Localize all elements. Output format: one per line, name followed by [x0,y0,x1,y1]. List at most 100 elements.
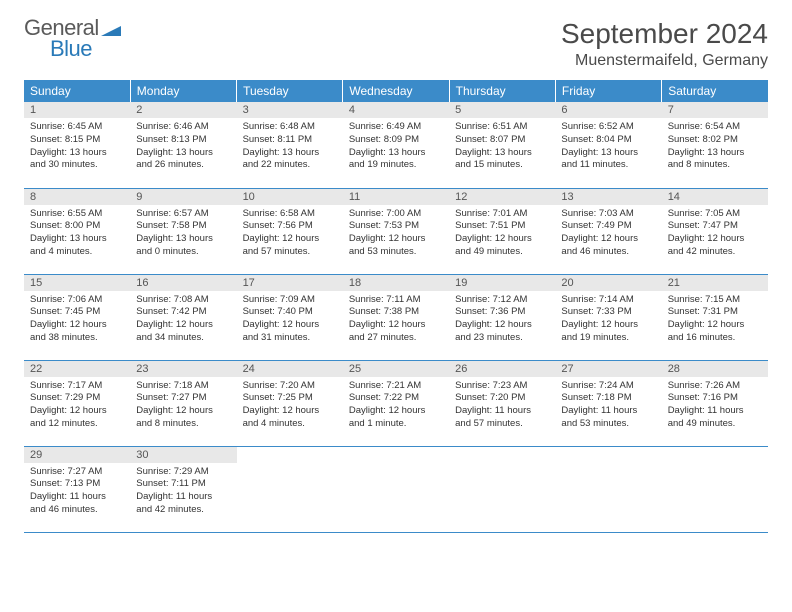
sunrise-line: Sunrise: 7:08 AM [136,294,230,307]
daylight-line: Daylight: 13 hours and 26 minutes. [136,147,230,173]
sunrise-line: Sunrise: 7:12 AM [455,294,549,307]
calendar-cell: 17Sunrise: 7:09 AMSunset: 7:40 PMDayligh… [237,274,343,360]
calendar-cell: 2Sunrise: 6:46 AMSunset: 8:13 PMDaylight… [130,102,236,188]
daylight-line: Daylight: 12 hours and 12 minutes. [30,405,124,431]
sunset-line: Sunset: 7:38 PM [349,306,443,319]
day-body: Sunrise: 7:03 AMSunset: 7:49 PMDaylight:… [555,205,661,263]
day-body: Sunrise: 6:57 AMSunset: 7:58 PMDaylight:… [130,205,236,263]
calendar-cell [662,446,768,532]
daylight-line: Daylight: 11 hours and 46 minutes. [30,491,124,517]
daylight-line: Daylight: 12 hours and 23 minutes. [455,319,549,345]
day-number: 15 [24,275,130,291]
daylight-line: Daylight: 11 hours and 53 minutes. [561,405,655,431]
daylight-line: Daylight: 12 hours and 27 minutes. [349,319,443,345]
daylight-line: Daylight: 12 hours and 4 minutes. [243,405,337,431]
calendar-cell [555,446,661,532]
calendar-cell: 15Sunrise: 7:06 AMSunset: 7:45 PMDayligh… [24,274,130,360]
day-number: 11 [343,189,449,205]
calendar-cell: 22Sunrise: 7:17 AMSunset: 7:29 PMDayligh… [24,360,130,446]
sunrise-line: Sunrise: 6:58 AM [243,208,337,221]
day-number: 5 [449,102,555,118]
calendar-cell: 16Sunrise: 7:08 AMSunset: 7:42 PMDayligh… [130,274,236,360]
day-number: 4 [343,102,449,118]
daylight-line: Daylight: 13 hours and 4 minutes. [30,233,124,259]
sunset-line: Sunset: 7:42 PM [136,306,230,319]
sunrise-line: Sunrise: 7:20 AM [243,380,337,393]
sunset-line: Sunset: 7:58 PM [136,220,230,233]
daylight-line: Daylight: 12 hours and 49 minutes. [455,233,549,259]
daylight-line: Daylight: 13 hours and 8 minutes. [668,147,762,173]
calendar-cell: 26Sunrise: 7:23 AMSunset: 7:20 PMDayligh… [449,360,555,446]
sunrise-line: Sunrise: 7:24 AM [561,380,655,393]
day-number: 26 [449,361,555,377]
calendar-row: 29Sunrise: 7:27 AMSunset: 7:13 PMDayligh… [24,446,768,532]
sunset-line: Sunset: 7:11 PM [136,478,230,491]
weekday-header: Thursday [449,80,555,102]
calendar-cell [449,446,555,532]
sunrise-line: Sunrise: 6:48 AM [243,121,337,134]
day-body: Sunrise: 7:18 AMSunset: 7:27 PMDaylight:… [130,377,236,435]
calendar-cell: 1Sunrise: 6:45 AMSunset: 8:15 PMDaylight… [24,102,130,188]
weekday-header: Friday [555,80,661,102]
day-number: 30 [130,447,236,463]
location-text: Muenstermaifeld, Germany [561,52,768,70]
day-body: Sunrise: 7:27 AMSunset: 7:13 PMDaylight:… [24,463,130,521]
day-body: Sunrise: 7:12 AMSunset: 7:36 PMDaylight:… [449,291,555,349]
calendar-cell [237,446,343,532]
calendar-cell: 9Sunrise: 6:57 AMSunset: 7:58 PMDaylight… [130,188,236,274]
daylight-line: Daylight: 12 hours and 46 minutes. [561,233,655,259]
sunrise-line: Sunrise: 7:06 AM [30,294,124,307]
day-body: Sunrise: 6:54 AMSunset: 8:02 PMDaylight:… [662,118,768,176]
daylight-line: Daylight: 13 hours and 0 minutes. [136,233,230,259]
header: General Blue September 2024 Muenstermaif… [24,18,768,70]
day-body: Sunrise: 7:06 AMSunset: 7:45 PMDaylight:… [24,291,130,349]
sunset-line: Sunset: 7:22 PM [349,392,443,405]
calendar-cell: 4Sunrise: 6:49 AMSunset: 8:09 PMDaylight… [343,102,449,188]
sunset-line: Sunset: 8:07 PM [455,134,549,147]
logo-triangle-icon [101,22,121,39]
sunset-line: Sunset: 8:02 PM [668,134,762,147]
day-body: Sunrise: 7:00 AMSunset: 7:53 PMDaylight:… [343,205,449,263]
daylight-line: Daylight: 12 hours and 42 minutes. [668,233,762,259]
calendar-cell: 18Sunrise: 7:11 AMSunset: 7:38 PMDayligh… [343,274,449,360]
day-body: Sunrise: 6:51 AMSunset: 8:07 PMDaylight:… [449,118,555,176]
logo-text-blue: Blue [24,39,121,59]
daylight-line: Daylight: 13 hours and 19 minutes. [349,147,443,173]
day-number: 7 [662,102,768,118]
sunrise-line: Sunrise: 7:26 AM [668,380,762,393]
daylight-line: Daylight: 13 hours and 22 minutes. [243,147,337,173]
sunset-line: Sunset: 7:53 PM [349,220,443,233]
calendar-cell: 13Sunrise: 7:03 AMSunset: 7:49 PMDayligh… [555,188,661,274]
calendar-cell: 24Sunrise: 7:20 AMSunset: 7:25 PMDayligh… [237,360,343,446]
calendar-cell: 12Sunrise: 7:01 AMSunset: 7:51 PMDayligh… [449,188,555,274]
day-number: 1 [24,102,130,118]
day-body: Sunrise: 7:14 AMSunset: 7:33 PMDaylight:… [555,291,661,349]
calendar-cell: 5Sunrise: 6:51 AMSunset: 8:07 PMDaylight… [449,102,555,188]
calendar-cell: 21Sunrise: 7:15 AMSunset: 7:31 PMDayligh… [662,274,768,360]
daylight-line: Daylight: 11 hours and 42 minutes. [136,491,230,517]
sunrise-line: Sunrise: 7:01 AM [455,208,549,221]
daylight-line: Daylight: 13 hours and 30 minutes. [30,147,124,173]
sunrise-line: Sunrise: 7:15 AM [668,294,762,307]
calendar-row: 22Sunrise: 7:17 AMSunset: 7:29 PMDayligh… [24,360,768,446]
sunrise-line: Sunrise: 7:09 AM [243,294,337,307]
day-number: 25 [343,361,449,377]
daylight-line: Daylight: 12 hours and 8 minutes. [136,405,230,431]
day-body: Sunrise: 6:58 AMSunset: 7:56 PMDaylight:… [237,205,343,263]
weekday-header: Wednesday [343,80,449,102]
daylight-line: Daylight: 13 hours and 11 minutes. [561,147,655,173]
calendar-cell: 27Sunrise: 7:24 AMSunset: 7:18 PMDayligh… [555,360,661,446]
day-body: Sunrise: 7:11 AMSunset: 7:38 PMDaylight:… [343,291,449,349]
sunset-line: Sunset: 8:00 PM [30,220,124,233]
sunset-line: Sunset: 8:13 PM [136,134,230,147]
sunset-line: Sunset: 7:47 PM [668,220,762,233]
day-body: Sunrise: 7:29 AMSunset: 7:11 PMDaylight:… [130,463,236,521]
day-number: 2 [130,102,236,118]
day-number: 28 [662,361,768,377]
weekday-header: Saturday [662,80,768,102]
day-number: 8 [24,189,130,205]
sunrise-line: Sunrise: 7:11 AM [349,294,443,307]
sunset-line: Sunset: 8:11 PM [243,134,337,147]
sunset-line: Sunset: 8:15 PM [30,134,124,147]
day-body: Sunrise: 7:08 AMSunset: 7:42 PMDaylight:… [130,291,236,349]
